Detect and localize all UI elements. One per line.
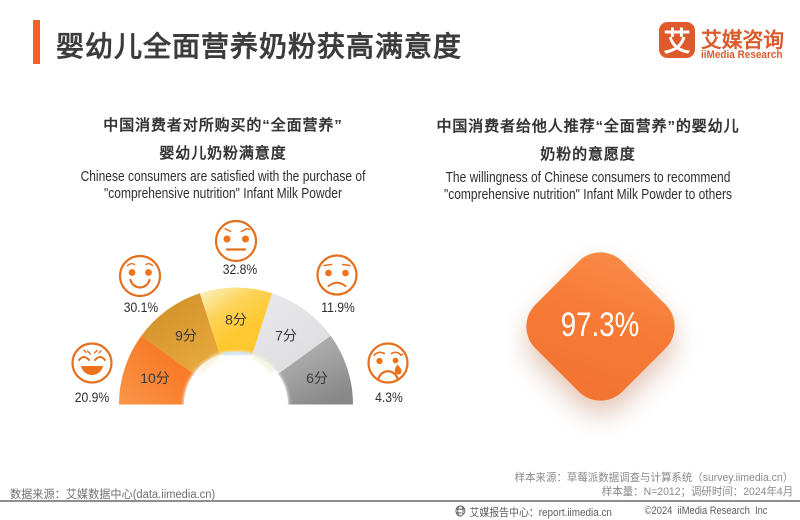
svg-text:9分: 9分 — [175, 328, 197, 344]
svg-text:艾媒咨询: 艾媒咨询 — [701, 28, 784, 52]
svg-text:iiMedia Research: iiMedia Research — [701, 49, 783, 61]
svg-text:10分: 10分 — [140, 370, 170, 386]
svg-text:7分: 7分 — [275, 328, 297, 344]
svg-text:艾: 艾 — [664, 27, 691, 57]
svg-text:6分: 6分 — [306, 370, 328, 386]
svg-text:8分: 8分 — [225, 312, 247, 328]
